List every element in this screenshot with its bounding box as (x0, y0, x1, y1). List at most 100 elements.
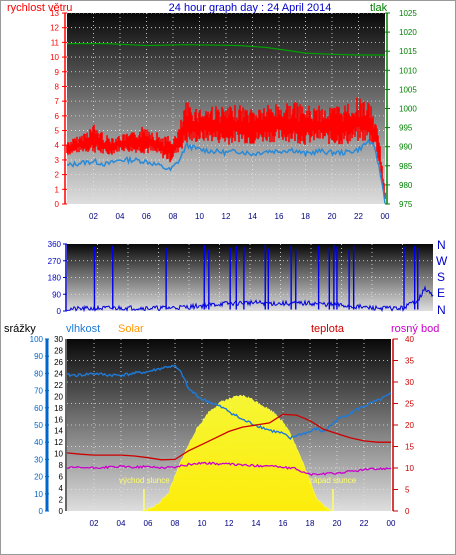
rain-tick: 40 (34, 438, 43, 447)
wind-speed-tick: 10 (50, 53, 59, 62)
humidity-tick: 24 (54, 369, 63, 378)
wind-panel-series (66, 42, 386, 204)
rain-tick: 30 (34, 455, 43, 464)
temperature-x-tick: 10 (198, 519, 207, 528)
wind-direction-series (66, 285, 434, 313)
direction-tick: 90 (52, 290, 61, 299)
direction-tick: 180 (48, 274, 62, 283)
humidity-series (66, 364, 392, 440)
temperature-x-tick: 22 (360, 519, 369, 528)
rain-tick: 80 (34, 369, 43, 378)
sunset-annotation: západ slunce (309, 476, 357, 485)
temperature-tick: 30 (405, 378, 414, 387)
wind-speed-tick: 7 (55, 97, 60, 106)
wind-speed-tick: 13 (50, 9, 59, 18)
dewpoint-label: rosný bod (391, 323, 439, 335)
direction-label-s: S (437, 270, 445, 284)
pressure-tick: 975 (399, 200, 413, 209)
rain-tick: 0 (39, 507, 44, 516)
pressure-tick: 995 (399, 124, 413, 133)
humidity-tick: 16 (54, 415, 63, 424)
temperature-x-tick: 08 (171, 519, 180, 528)
humidity-tick: 0 (59, 507, 64, 516)
wind-speed-tick: 8 (55, 82, 60, 91)
temperature-x-tick: 20 (333, 519, 342, 528)
temperature-tick: 25 (405, 400, 414, 409)
pressure-tick: 1010 (399, 66, 417, 75)
pressure-tick: 1025 (399, 9, 417, 18)
humidity-label: vlhkost (66, 323, 100, 335)
direction-panel-axes: 0 90 180 270 360 (48, 240, 67, 316)
rain-tick: 100 (30, 335, 44, 344)
wind-x-tick: 16 (275, 212, 284, 221)
direction-tick: 360 (48, 240, 62, 249)
page-title: 24 hour graph day : 24 April 2014 (169, 2, 332, 14)
humidity-tick: 22 (54, 381, 63, 390)
temperature-x-tick: 18 (306, 519, 315, 528)
direction-label-n-top: N (437, 238, 446, 252)
temperature-tick: 40 (405, 335, 414, 344)
pressure-tick: 1005 (399, 85, 417, 94)
solar-series (142, 394, 332, 512)
temperature-label: teplota (311, 323, 345, 335)
temperature-tick: 5 (405, 486, 410, 495)
wind-x-tick: 14 (248, 212, 257, 221)
humidity-tick: 14 (54, 427, 63, 436)
rain-tick: 20 (34, 473, 43, 482)
pressure-tick: 1000 (399, 105, 417, 114)
direction-tick: 270 (48, 257, 62, 266)
rain-tick: 50 (34, 421, 43, 430)
wind-x-tick: 12 (222, 212, 231, 221)
rain-tick: 60 (34, 404, 43, 413)
wind-speed-tick: 12 (50, 24, 59, 33)
direction-tick: 0 (57, 307, 62, 316)
wind-speed-tick: 2 (55, 171, 60, 180)
wind-speed-tick: 11 (51, 38, 60, 47)
humidity-tick: 20 (54, 392, 63, 401)
rain-tick: 10 (34, 490, 43, 499)
wind-speed-tick: 9 (55, 68, 60, 77)
temperature-panel-grid (67, 339, 391, 511)
wind-panel-axes: 0123456789101112139759809859909951000100… (50, 9, 417, 221)
temperature-x-tick: 16 (279, 519, 288, 528)
wind-x-tick: 00 (381, 212, 390, 221)
wind-x-tick: 08 (169, 212, 178, 221)
wind-x-tick: 06 (142, 212, 151, 221)
humidity-tick: 28 (54, 346, 63, 355)
wind-x-tick: 04 (116, 212, 125, 221)
temperature-x-tick: 04 (117, 519, 126, 528)
temperature-panel-axes: 0102030405060708090100024681012141618202… (30, 335, 415, 528)
wind-pressure-panel: 0123456789101112139759809859909951000100… (50, 9, 417, 221)
pressure-tick: 990 (399, 143, 413, 152)
humidity-tick: 2 (59, 496, 64, 505)
temperature-tick: 10 (405, 464, 414, 473)
temperature-tick: 35 (405, 357, 414, 366)
rain-label: srážky (4, 323, 36, 335)
average-wind-series (66, 138, 386, 204)
pressure-tick: 980 (399, 181, 413, 190)
humidity-tick: 6 (59, 473, 64, 482)
dewpoint-series (66, 461, 392, 477)
wind-x-tick: 10 (195, 212, 204, 221)
rain-tick: 70 (34, 387, 43, 396)
wind-speed-tick: 1 (55, 185, 60, 194)
temperature-tick: 0 (405, 507, 410, 516)
wind-x-tick: 22 (354, 212, 363, 221)
temperature-panel-series (66, 364, 392, 512)
direction-label-e: E (437, 286, 445, 300)
wind-x-tick: 02 (89, 212, 98, 221)
rain-tick: 90 (34, 352, 43, 361)
direction-label-w: W (436, 254, 448, 268)
humidity-tick: 4 (59, 484, 64, 493)
wind-speed-tick: 6 (55, 112, 60, 121)
pressure-tick: 985 (399, 162, 413, 171)
direction-panel-grid (67, 244, 433, 311)
temperature-tick: 15 (405, 443, 414, 452)
humidity-tick: 8 (59, 461, 64, 470)
wind-speed-tick: 5 (55, 127, 60, 136)
wind-speed-tick: 3 (55, 156, 60, 165)
humidity-tick: 12 (54, 438, 63, 447)
pressure-tick: 1015 (399, 47, 417, 56)
